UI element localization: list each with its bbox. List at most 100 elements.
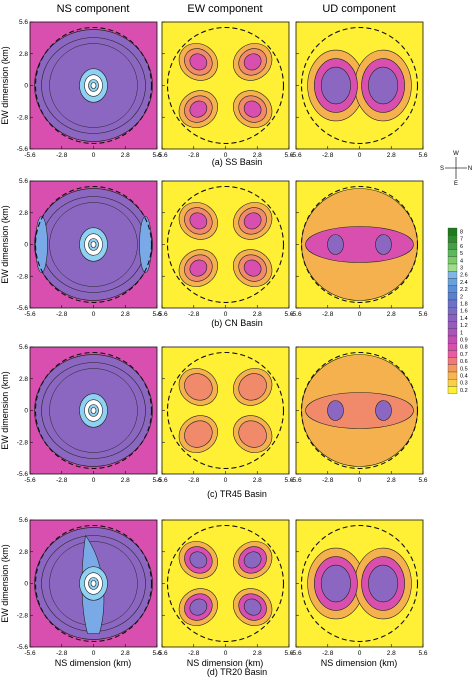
panel-tr20-ns: -5.6-5.6 -2.8 -2.8 0 0 2.8 2.8 5.6 5.6 EW dimensi… <box>0 517 162 657</box>
contour-lobe <box>189 551 208 569</box>
colorbar-swatch <box>447 386 458 394</box>
colorbar-label: 0.9 <box>460 338 468 344</box>
colorbar-label: 5 <box>460 251 463 257</box>
x-axis-label-ud: NS dimension (km) <box>321 658 398 668</box>
contour-lobe <box>238 420 267 448</box>
basin-boundary <box>166 524 285 643</box>
x-tick-label: 0 <box>224 650 228 657</box>
colorbar-label: 1.2 <box>460 323 468 329</box>
y-tick-label: 2.8 <box>19 376 28 383</box>
x-tick-label: 2.8 <box>387 477 396 484</box>
y-tick-label: 0 <box>24 83 28 90</box>
panel-background <box>162 181 289 308</box>
x-tick-label: 2.8 <box>121 311 130 318</box>
y-tick-label: 5.6 <box>19 344 28 351</box>
panel-tr20-ew: -5.6 -2.8 0 2.8 5.6 <box>156 519 294 657</box>
compass-e: E <box>454 181 458 187</box>
y-axis-label: EW dimension (km) <box>0 205 10 284</box>
colorbar-swatch <box>447 256 458 265</box>
y-tick-label: -2.8 <box>17 273 29 280</box>
column-title-ew: EW component <box>187 3 262 15</box>
y-tick-label: 2.8 <box>19 51 28 58</box>
x-tick-label: -5.6 <box>156 311 168 318</box>
x-tick-label: 0 <box>358 477 362 484</box>
basin-boundary <box>166 185 285 304</box>
panel-contours <box>30 181 157 308</box>
colorbar-swatch <box>447 364 458 373</box>
y-tick-label: -5.6 <box>17 305 29 312</box>
y-tick-label: 0 <box>24 242 28 249</box>
x-tick-label: -5.6 <box>290 650 302 657</box>
panel-contours <box>296 22 423 149</box>
colorbar-label: 0.3 <box>460 381 468 387</box>
compass-w: W <box>453 151 459 157</box>
x-tick-label: 0 <box>92 650 96 657</box>
panel-tr45-ns: -5.6-5.6 -2.8 -2.8 0 0 2.8 2.8 5.6 5.6 EW dimensi… <box>0 344 162 484</box>
y-tick-label: 0 <box>24 581 28 588</box>
colorbar-swatch <box>447 321 458 329</box>
colorbar-label: 2 <box>460 294 463 300</box>
y-tick-label: 2.8 <box>19 210 28 217</box>
contour-ring <box>49 43 138 128</box>
colorbar-swatch <box>447 379 458 387</box>
x-tick-label: 2.8 <box>387 650 396 657</box>
x-tick-label: -2.8 <box>56 152 68 159</box>
x-tick-label: 0 <box>358 311 362 318</box>
x-tick-label: 5.6 <box>284 650 293 657</box>
colorbar-label: 2.6 <box>460 273 468 279</box>
colorbar-label: 7 <box>460 237 463 243</box>
row-captions: (a) SS Basin (b) CN Basin (c) TR45 Basin… <box>207 157 267 677</box>
x-tick-label: -5.6 <box>290 152 302 159</box>
panel-contours <box>162 520 289 647</box>
x-tick-label: 5.6 <box>418 311 427 318</box>
contour-lobe <box>184 420 213 448</box>
contour-lobe <box>189 100 208 118</box>
colorbar-swatch <box>447 357 458 365</box>
basin-boundary <box>300 351 419 470</box>
x-tick-label: 5.6 <box>152 650 161 657</box>
colorbar-swatch <box>447 343 458 351</box>
contour-spot <box>327 400 344 421</box>
x-tick-label: 5.6 <box>284 477 293 484</box>
contour-lobe <box>243 259 262 277</box>
contour-lobe <box>320 564 351 603</box>
colorbar-swatch <box>447 249 458 257</box>
caption-tr45-basin: (c) TR45 Basin <box>207 489 267 499</box>
colorbar-swatch <box>447 242 458 250</box>
colorbar-label: 0.8 <box>460 345 468 351</box>
panel-tr20-ud: -5.6 -2.8 0 2.8 5.6 <box>290 519 428 657</box>
contour-lobe <box>368 564 399 603</box>
panel-contours <box>162 181 289 308</box>
contour-lobe <box>243 598 262 616</box>
contour-spot <box>375 400 392 421</box>
colorbar-swatch <box>447 227 458 236</box>
y-axis-label: EW dimension (km) <box>0 46 10 125</box>
x-axis-label-ns: NS dimension (km) <box>55 658 132 668</box>
x-tick-label: -2.8 <box>188 152 200 159</box>
panel-background <box>162 347 289 474</box>
x-tick-label: 5.6 <box>152 152 161 159</box>
x-tick-label: 2.8 <box>121 152 130 159</box>
panel-ss-ud: -5.6 -2.8 0 2.8 5.6 <box>290 21 428 159</box>
contour-lobe <box>189 598 208 616</box>
x-tick-label: -2.8 <box>56 311 68 318</box>
x-tick-label: 0 <box>224 477 228 484</box>
colorbar-label: 8 <box>460 230 463 236</box>
x-tick-label: 2.8 <box>121 477 130 484</box>
x-tick-label: -5.6 <box>24 311 36 318</box>
x-tick-label: 5.6 <box>152 477 161 484</box>
y-tick-label: 5.6 <box>19 178 28 185</box>
colorbar-label: 1.8 <box>460 302 468 308</box>
x-tick-label: -2.8 <box>188 311 200 318</box>
colorbar-label: 0.5 <box>460 366 468 372</box>
contour-edge <box>139 216 152 273</box>
y-tick-label: -5.6 <box>17 146 29 153</box>
x-tick-label: 2.8 <box>253 152 262 159</box>
colorbar-label: 4 <box>460 258 463 264</box>
x-tick-label: 0 <box>92 477 96 484</box>
contour-ring <box>41 362 146 459</box>
colorbar-label: 2.4 <box>460 280 468 286</box>
panel-contours <box>296 520 423 647</box>
